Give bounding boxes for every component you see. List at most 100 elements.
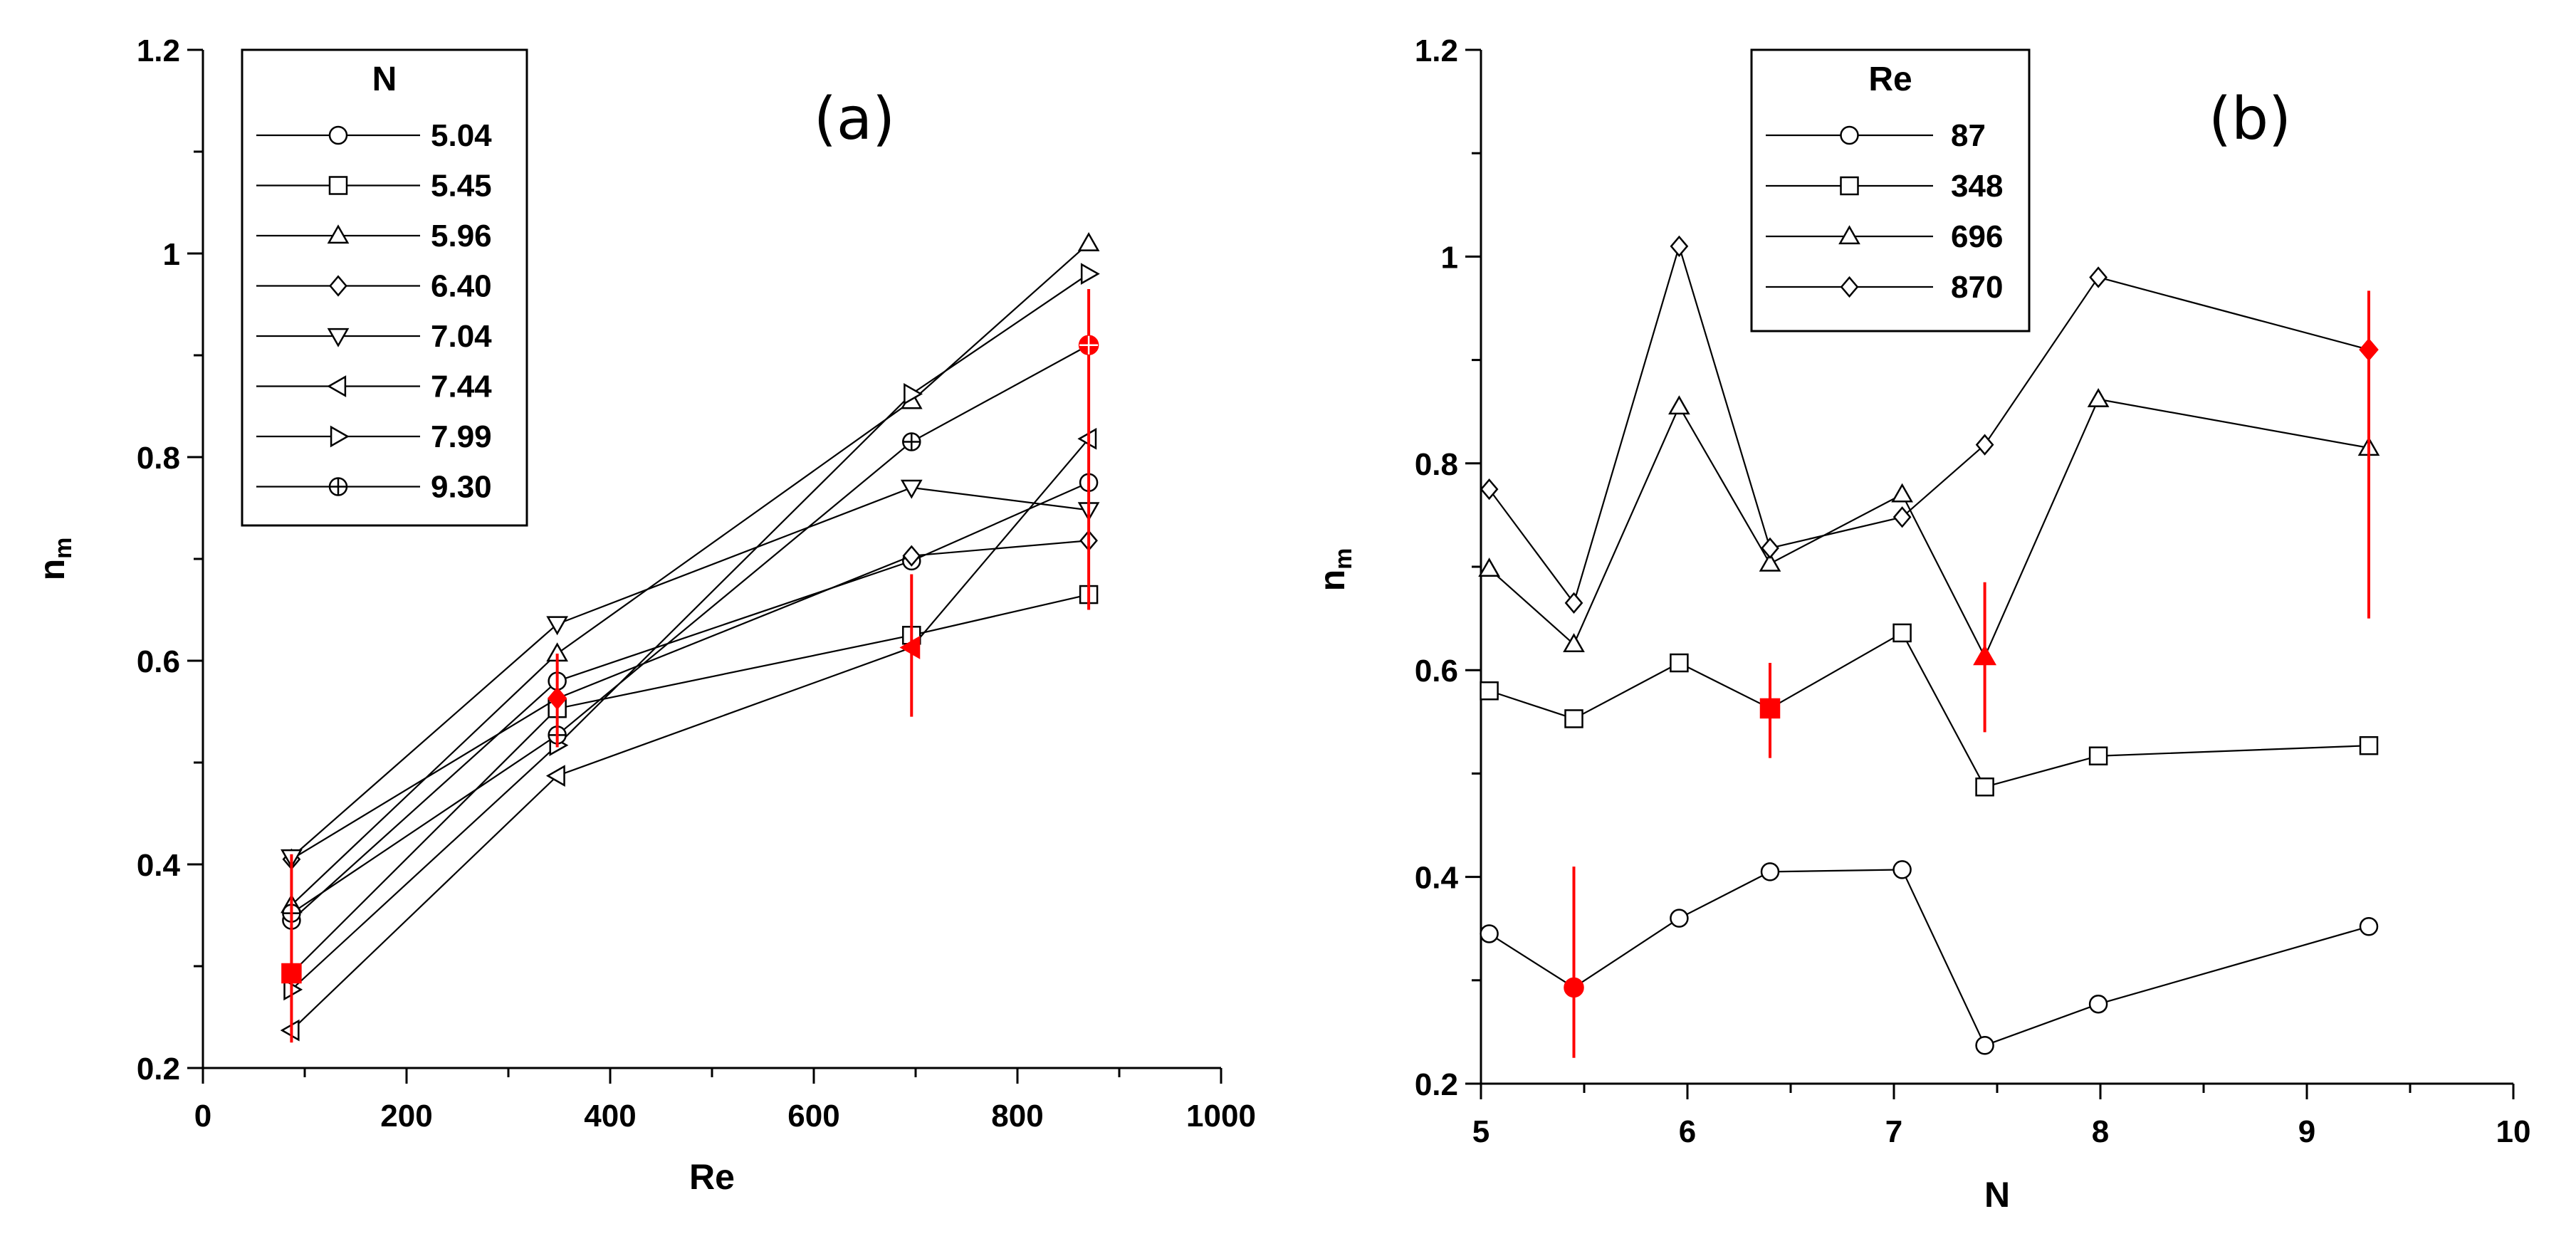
legend-label: 348 [1951,169,2003,204]
legend-marker [1840,276,1859,298]
y-axis-title: nm [32,538,77,581]
legend-item: 9.30 [256,470,492,505]
data-point [902,545,921,567]
legend-item: 7.44 [256,370,492,404]
data-point [1480,478,1499,501]
y-tick-label: 0.8 [1415,447,1458,482]
error-bar-point [547,686,567,711]
data-point [546,616,568,636]
legend-marker [328,176,348,195]
legend-label: 7.99 [431,419,492,454]
error-bar [2359,290,2379,619]
legend-box [241,48,528,527]
data-point [1891,483,1913,503]
legend-title: N [372,61,397,98]
y-tick-label: 0.2 [137,1052,180,1087]
y-tick-label: 0.8 [137,441,180,476]
legend-label: 5.45 [431,169,492,204]
legend-marker [328,477,348,496]
legend-marker [327,328,350,347]
x-tick-label: 10 [2496,1114,2531,1149]
error-bar-point [1759,698,1781,719]
x-tick-label: 8 [2092,1114,2109,1149]
legend-label: 696 [1951,219,2003,254]
legend-item: 5.45 [256,169,492,204]
data-point [545,765,565,787]
x-tick-label: 7 [1885,1114,1902,1149]
series-line [290,540,1089,860]
x-tick-label: 5 [1472,1114,1489,1149]
legend-marker [330,425,350,448]
data-point [1563,633,1585,653]
legend-item: 87 [1766,118,1986,153]
error-bar [899,574,921,717]
panel-label: (b) [2209,85,2291,153]
data-point [1564,592,1583,614]
legend-item: 348 [1766,169,2003,204]
data-point [904,382,923,405]
legend-item: 7.99 [256,419,492,454]
series-7.99 [283,263,1100,1001]
error-bar-point [1078,335,1099,355]
y-tick-label: 0.4 [137,848,181,883]
y-tick-label: 0.6 [1415,654,1458,689]
legend-label: 5.04 [431,118,492,153]
panel-b: 5 6 7 8 9 10 0.2 0.4 0.6 0.8 1 1.2 Nnm (b) Re 87 348 696 8… [1312,33,2530,1215]
legend-label: 5.96 [431,219,492,253]
legend-label: 87 [1951,118,1986,153]
legend-label: 870 [1951,270,2003,305]
legend-marker [327,375,347,397]
legend-title: Re [1868,61,1912,98]
series-line [1488,398,2370,659]
y-tick-label: 1 [163,237,180,272]
legend: N 5.04 5.45 5.96 6.40 7.04 7.44 7.99 9.30 [241,48,528,527]
error-bar [1759,663,1781,758]
data-point [1892,506,1912,528]
data-point [1892,623,1912,643]
data-point [1564,709,1583,728]
data-point [2089,266,2108,288]
series-line [290,273,1089,990]
series-line [290,344,1089,914]
legend-item: 870 [1766,270,2003,305]
legend-item: 7.04 [256,319,492,354]
legend-label: 6.40 [431,269,492,304]
data-point [1760,862,1780,881]
error-bar-point [281,963,302,984]
y-tick-label: 1.2 [137,33,180,68]
legend: Re 87 348 696 870 [1750,48,2031,333]
error-bar-point [899,635,921,659]
y-tick-label: 1 [1441,240,1458,275]
data-point [1761,537,1779,559]
series-7.04 [281,479,1100,869]
error-bar [1564,867,1584,1058]
legend-marker [1840,176,1859,196]
legend-marker [1840,125,1859,145]
series-line [1489,632,2370,788]
x-tick-label: 600 [787,1099,839,1134]
data-point [1975,778,1994,797]
x-tick-label: 9 [2298,1114,2315,1149]
y-axis-title: nm [1312,548,1357,592]
x-axis-title: N [1984,1175,2010,1215]
data-point [1478,557,1500,577]
data-point [1080,263,1100,285]
data-point [2088,994,2108,1014]
legend-item: 5.96 [256,219,492,253]
legend-marker [329,275,347,297]
series-348 [1480,623,2379,797]
x-tick-label: 800 [991,1099,1043,1134]
error-bar [547,653,567,748]
x-tick-label: 6 [1679,1114,1696,1149]
data-point [902,432,921,451]
data-point [900,479,923,499]
series-line [290,481,1089,921]
y-tick-label: 1.2 [1415,33,1458,68]
data-point [1668,395,1690,415]
legend-item: 5.04 [256,118,492,153]
data-point [2088,746,2108,765]
data-point [2359,735,2379,755]
y-tick-label: 0.2 [1415,1067,1458,1102]
legend-item: 6.40 [256,269,492,304]
